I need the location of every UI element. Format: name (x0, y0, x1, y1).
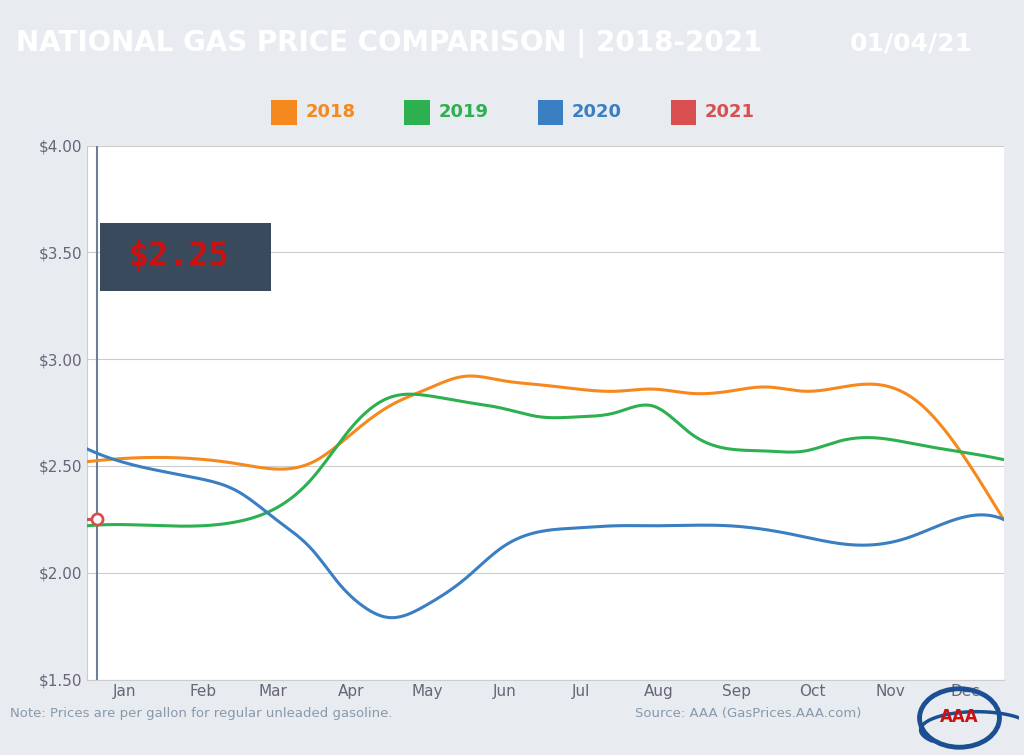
Text: 2020: 2020 (571, 103, 622, 122)
FancyBboxPatch shape (538, 100, 563, 125)
Text: 01/04/21: 01/04/21 (850, 32, 973, 55)
FancyBboxPatch shape (99, 223, 270, 291)
Text: AAA: AAA (940, 707, 979, 726)
Text: Note: Prices are per gallon for regular unleaded gasoline.: Note: Prices are per gallon for regular … (10, 707, 393, 720)
Text: Source: AAA (GasPrices.AAA.com): Source: AAA (GasPrices.AAA.com) (635, 707, 861, 720)
FancyBboxPatch shape (671, 100, 696, 125)
Text: $2.25: $2.25 (128, 240, 228, 273)
FancyBboxPatch shape (404, 100, 430, 125)
Text: 2018: 2018 (305, 103, 355, 122)
Text: 2021: 2021 (705, 103, 755, 122)
FancyBboxPatch shape (271, 100, 297, 125)
Text: 2019: 2019 (438, 103, 488, 122)
Text: NATIONAL GAS PRICE COMPARISON | 2018-2021: NATIONAL GAS PRICE COMPARISON | 2018-202… (16, 29, 762, 58)
